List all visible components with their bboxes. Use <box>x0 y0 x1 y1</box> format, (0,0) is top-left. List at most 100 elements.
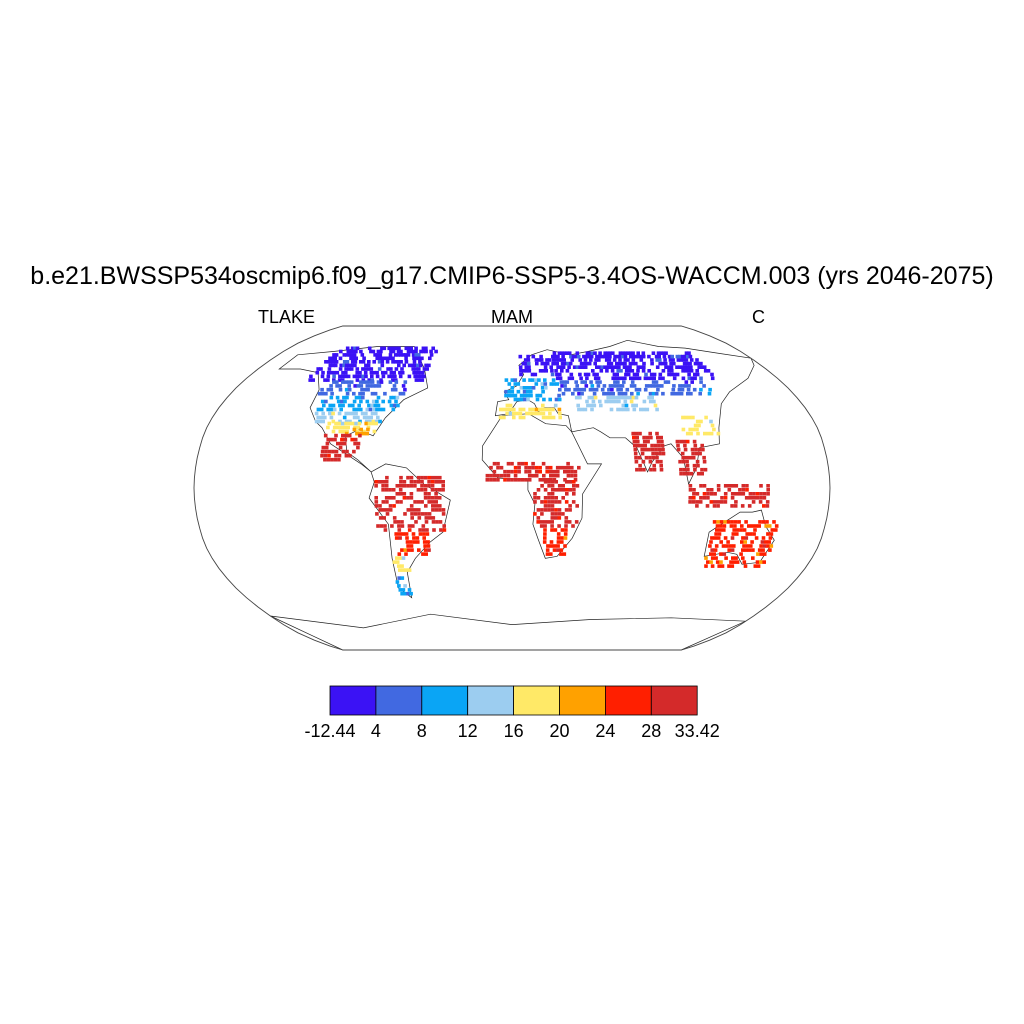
lake-cell <box>567 376 572 381</box>
lake-cell <box>747 504 752 508</box>
lake-cell <box>338 387 343 392</box>
lake-cell <box>404 532 409 536</box>
colorbar-box <box>421 685 469 716</box>
lake-cell <box>730 520 734 524</box>
lake-cell <box>344 419 349 424</box>
lake-cell <box>427 492 431 496</box>
lake-cell <box>499 473 504 478</box>
lake-cell <box>580 391 584 396</box>
lake-cell <box>420 370 425 375</box>
lake-cell <box>717 532 722 536</box>
lake-cell <box>693 361 698 366</box>
lake-cell <box>577 407 581 412</box>
lake-cell <box>695 369 699 373</box>
lake-cell <box>412 540 417 544</box>
lake-cell <box>528 407 532 412</box>
lake-cell <box>590 384 595 388</box>
lake-cell <box>681 358 686 362</box>
lake-cell <box>767 540 771 544</box>
lake-cell <box>673 391 678 396</box>
lake-cell <box>550 524 554 528</box>
lake-cell <box>441 488 445 492</box>
lake-cell <box>396 403 400 408</box>
lake-cell <box>391 360 395 364</box>
lake-cell <box>544 386 548 390</box>
lake-cell <box>562 358 566 362</box>
lake-cell <box>352 353 357 357</box>
lake-cell <box>690 447 695 452</box>
lake-cell <box>648 391 653 396</box>
lake-cell <box>380 363 385 368</box>
lake-cell <box>697 447 702 452</box>
lake-cell <box>752 532 756 536</box>
lake-cell <box>640 451 645 456</box>
lake-cell <box>608 365 613 369</box>
lake-cell <box>376 349 381 354</box>
lake-cell <box>540 508 544 512</box>
lake-cell <box>704 556 708 560</box>
lake-cell <box>427 548 431 552</box>
lake-cell <box>427 496 431 500</box>
lake-cell <box>339 407 343 412</box>
lake-cell <box>706 496 710 500</box>
lake-cell <box>575 365 580 369</box>
lake-cell <box>347 353 352 357</box>
lake-cell <box>396 360 401 364</box>
lake-cell <box>697 423 701 428</box>
lake-cell <box>350 360 355 364</box>
lake-cell <box>570 473 574 478</box>
lake-cell <box>691 455 696 460</box>
lake-cell <box>527 473 532 478</box>
lake-cell <box>522 393 527 398</box>
lake-cell <box>407 346 411 351</box>
lake-cell <box>605 391 609 396</box>
lake-cell <box>331 411 335 416</box>
region-patagonia <box>395 576 413 596</box>
lake-cell <box>315 370 320 375</box>
lake-cell <box>589 403 593 408</box>
lake-cell <box>371 399 376 404</box>
lake-cell <box>389 367 393 371</box>
lake-cell <box>722 552 727 556</box>
lake-cell <box>533 496 537 500</box>
lake-cell <box>550 504 555 508</box>
lake-cell <box>518 411 523 416</box>
lake-cell <box>362 356 366 361</box>
lake-cell <box>634 455 638 460</box>
lake-cell <box>550 496 555 500</box>
lake-cell <box>342 363 346 368</box>
lake-cell <box>556 365 560 369</box>
region-south-america-north <box>374 475 447 532</box>
lake-cell <box>348 419 352 424</box>
lake-cell <box>687 376 692 381</box>
lake-cell <box>623 354 628 359</box>
lake-cell <box>410 548 414 552</box>
lake-cell <box>547 500 551 504</box>
lake-cell <box>422 532 426 536</box>
lake-cell <box>544 369 548 373</box>
lake-cell <box>706 492 710 496</box>
lake-cell <box>320 449 325 454</box>
lake-cell <box>414 349 418 354</box>
lake-cell <box>712 520 717 524</box>
lake-cell <box>321 370 325 375</box>
lake-cell <box>343 425 347 430</box>
lake-cell <box>337 378 342 382</box>
lake-cell <box>641 354 646 359</box>
lake-cell <box>422 540 427 544</box>
lake-cell <box>587 361 592 366</box>
lake-cell <box>523 358 528 362</box>
lake-cell <box>619 395 623 400</box>
lake-cell <box>622 365 627 369</box>
lake-cell <box>616 380 620 384</box>
lake-cell <box>330 356 335 361</box>
lake-cell <box>367 378 371 382</box>
lake-cell <box>647 384 652 388</box>
lake-cell <box>709 431 714 436</box>
lake-cell <box>394 378 398 382</box>
lake-cell <box>751 548 755 552</box>
lake-cell <box>531 378 535 382</box>
lake-cell <box>596 384 601 388</box>
lake-cell <box>534 382 539 386</box>
lake-cell <box>685 439 690 444</box>
